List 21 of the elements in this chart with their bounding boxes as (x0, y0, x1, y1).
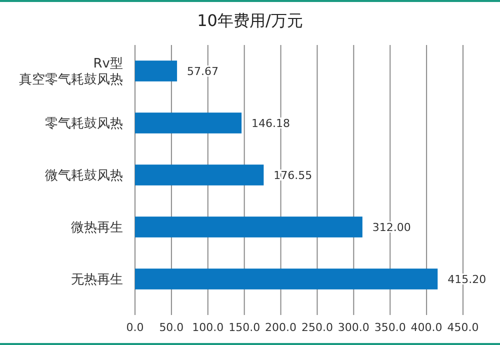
x-tick-label: 0.0 (126, 321, 144, 334)
y-tick-label: 零气耗鼓风热 (45, 116, 123, 132)
x-tick-label: 200.0 (265, 321, 297, 334)
bar (135, 112, 242, 134)
x-tick-label: 100.0 (192, 321, 224, 334)
bar (135, 268, 438, 290)
x-tick-label: 150.0 (228, 321, 260, 334)
x-tick-label: 300.0 (338, 321, 370, 334)
y-tick-label: Rv型真空零气耗鼓风热 (19, 56, 123, 88)
y-tick-label: 微热再生 (71, 220, 123, 236)
bar (135, 216, 362, 238)
y-tick-label: 无热再生 (71, 272, 123, 288)
bar (135, 60, 178, 82)
x-tick-label: 350.0 (374, 321, 406, 334)
chart-title: 10年费用/万元 (197, 11, 303, 30)
x-tick-label: 450.0 (447, 321, 479, 334)
y-tick-label: 微气耗鼓风热 (45, 168, 123, 184)
x-tick-label: 250.0 (301, 321, 333, 334)
x-tick-label: 400.0 (410, 321, 442, 334)
x-tick-label: 50.0 (159, 321, 184, 334)
bar (135, 164, 264, 186)
